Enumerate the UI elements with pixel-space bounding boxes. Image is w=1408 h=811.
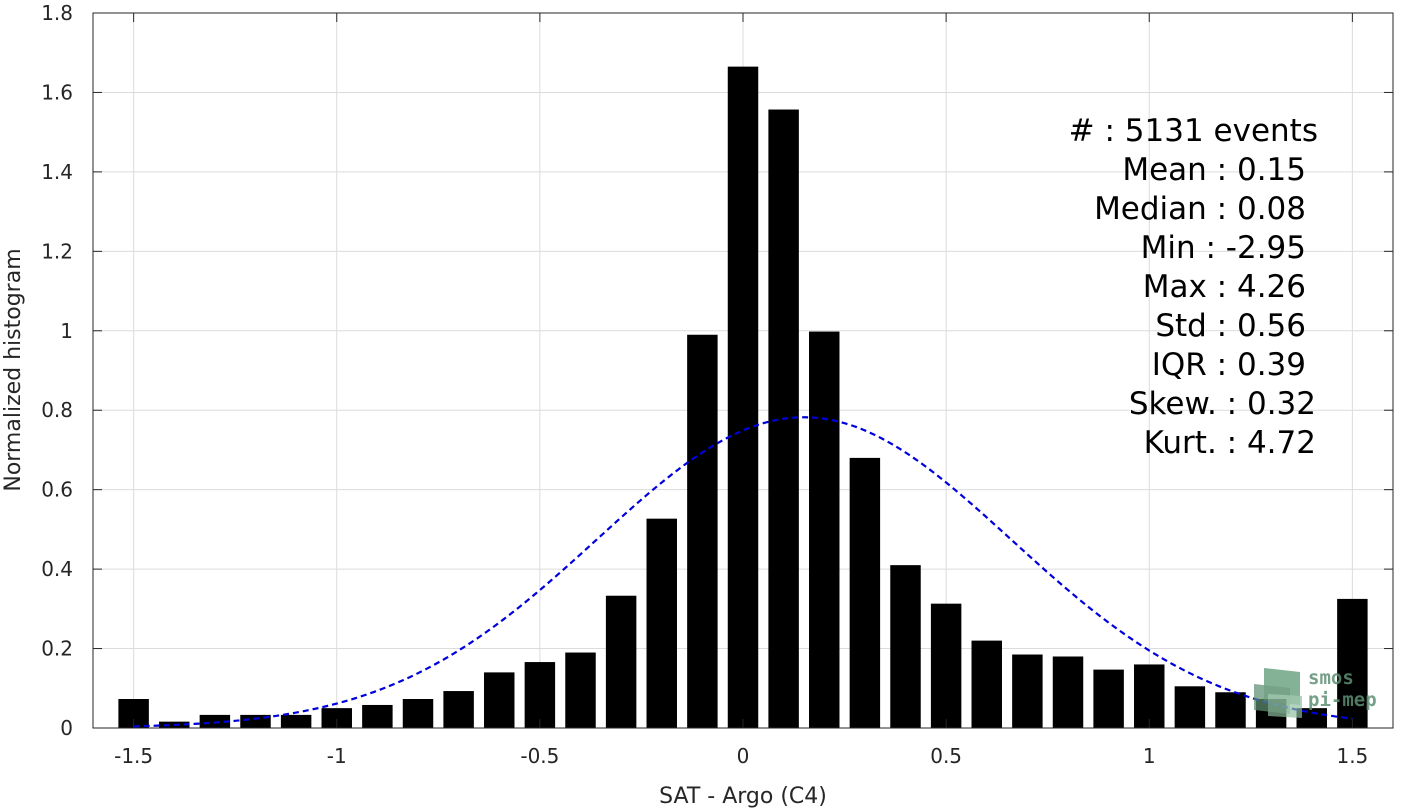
x-tick-labels: -1.5 -1 -0.5 0 0.5 1 1.5 xyxy=(114,744,1368,768)
stat-min: Min : -2.95 xyxy=(1141,230,1306,266)
logo-line2: pi-mep xyxy=(1308,689,1377,711)
y-tick-label: 0.4 xyxy=(41,557,73,581)
histogram-bar xyxy=(971,640,1002,728)
stat-max: Max : 4.26 xyxy=(1143,269,1306,305)
histogram-bar xyxy=(1215,692,1246,728)
histogram-bar xyxy=(240,714,271,728)
histogram-bar xyxy=(646,518,677,728)
x-axis-label: SAT - Argo (C4) xyxy=(659,784,827,809)
logo-line1: smos xyxy=(1308,667,1354,689)
histogram-bar xyxy=(849,457,881,728)
histogram-bar xyxy=(280,714,312,728)
histogram-bar xyxy=(1174,686,1206,728)
histogram-bar xyxy=(565,652,596,728)
stat-count: # : 5131 events xyxy=(1069,113,1318,149)
y-tick-label: 0 xyxy=(60,716,73,740)
smos-pimep-logo-icon xyxy=(1254,668,1302,718)
histogram-bar xyxy=(524,662,556,728)
stat-median: Median : 0.08 xyxy=(1094,191,1306,227)
histogram-bar xyxy=(809,331,840,728)
x-tick-label: -0.5 xyxy=(520,744,559,768)
stat-std: Std : 0.56 xyxy=(1155,308,1306,344)
histogram-bar xyxy=(605,595,637,728)
x-tick-label: 0 xyxy=(737,744,750,768)
histogram-bar xyxy=(484,672,515,728)
histogram-bar xyxy=(890,565,921,728)
x-tick-label: 1 xyxy=(1143,744,1156,768)
histogram-bar xyxy=(1093,669,1124,728)
histogram-bar xyxy=(321,708,352,728)
y-tick-label: 0.2 xyxy=(41,637,73,661)
histogram-bar xyxy=(930,603,962,728)
x-tick-label: -1 xyxy=(327,744,347,768)
y-tick-label: 1 xyxy=(60,319,73,343)
stat-kurt: Kurt. : 4.72 xyxy=(1144,425,1316,461)
histogram-bar xyxy=(402,699,434,728)
histogram-bar xyxy=(687,334,718,728)
y-tick-label: 1.8 xyxy=(41,1,73,25)
histogram-bar xyxy=(362,704,393,728)
axis-ticks xyxy=(93,12,1393,729)
histogram-bar xyxy=(1296,708,1327,728)
stat-iqr: IQR : 0.39 xyxy=(1152,347,1306,383)
histogram-bar xyxy=(1012,654,1043,728)
y-tick-labels: 0 0.2 0.4 0.6 0.8 1 1.2 1.4 1.6 1.8 xyxy=(41,1,73,740)
histogram-bar xyxy=(443,691,474,728)
histogram-bar xyxy=(1052,656,1084,728)
stats-box: # : 5131 events Mean : 0.15 Median : 0.0… xyxy=(1069,113,1318,461)
x-tick-label: 0.5 xyxy=(930,744,962,768)
x-tick-label: 1.5 xyxy=(1336,744,1368,768)
x-tick-label: -1.5 xyxy=(114,744,153,768)
histogram-bar xyxy=(727,66,759,728)
y-tick-label: 1.4 xyxy=(41,160,73,184)
y-tick-label: 0.8 xyxy=(41,398,73,422)
histogram-bar xyxy=(1134,664,1165,728)
smos-pimep-logo: smos pi-mep xyxy=(1254,667,1377,718)
normal-fit-curve xyxy=(133,416,1353,728)
histogram-bar xyxy=(1337,598,1368,728)
y-axis-label: Normalized histogram xyxy=(1,248,26,491)
stat-skew: Skew. : 0.32 xyxy=(1129,386,1316,422)
y-tick-label: 1.2 xyxy=(41,239,73,263)
y-tick-label: 1.6 xyxy=(41,80,73,104)
stat-mean: Mean : 0.15 xyxy=(1122,152,1306,188)
y-tick-label: 0.6 xyxy=(41,478,73,502)
